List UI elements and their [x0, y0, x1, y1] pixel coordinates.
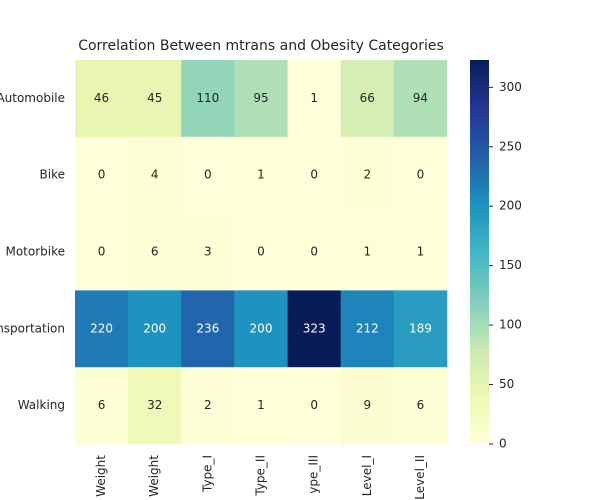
cell-label: 0 — [310, 168, 318, 182]
cell-label: 95 — [253, 91, 268, 105]
cell-label: 200 — [143, 321, 166, 335]
heatmap-cell — [393, 290, 448, 368]
heatmap-cell — [340, 136, 395, 214]
chart-title: Correlation Between mtrans and Obesity C… — [78, 38, 444, 54]
heatmap-cell — [287, 290, 342, 368]
cell-label: 1 — [363, 245, 371, 259]
heatmap-cell — [75, 60, 129, 138]
cell-label: 0 — [204, 168, 212, 182]
heatmap-cell — [340, 367, 395, 445]
heatmap-cell — [340, 213, 395, 291]
cell-label: 0 — [417, 168, 425, 182]
heatmap-cell — [181, 367, 235, 445]
cell-label: 4 — [151, 168, 159, 182]
heatmap-cell — [75, 136, 129, 214]
colorbar-tick-label: 100 — [499, 318, 522, 332]
cell-label: 45 — [147, 91, 162, 105]
cell-label: 0 — [257, 245, 265, 259]
cell-label: 200 — [250, 321, 273, 335]
y-tick-label: Bike — [40, 168, 65, 182]
heatmap-cell — [340, 60, 395, 138]
x-tick-label: Level_I — [360, 455, 374, 496]
cell-label: 0 — [310, 245, 318, 259]
cell-label: 1 — [310, 91, 318, 105]
cell-label: 1 — [257, 168, 265, 182]
cell-label: 9 — [363, 398, 371, 412]
heatmap-cell — [287, 136, 342, 214]
cell-label: 236 — [196, 321, 219, 335]
heatmap-cell — [287, 213, 342, 291]
cell-label: 3 — [204, 245, 212, 259]
heatmap-cell — [234, 290, 288, 368]
heatmap-cell — [181, 60, 235, 138]
heatmap-cell — [234, 136, 288, 214]
heatmap-cell — [393, 60, 448, 138]
cell-label: 189 — [409, 321, 432, 335]
heatmap-cell — [181, 290, 235, 368]
heatmap-cell — [181, 136, 235, 214]
y-tick-label: Automobile — [0, 91, 65, 105]
heatmap-cell — [287, 60, 342, 138]
x-tick-label: ype_III — [307, 455, 321, 494]
heatmap-cell — [128, 290, 182, 368]
heatmap-cell — [234, 367, 288, 445]
colorbar-tick-label: 150 — [499, 258, 522, 272]
colorbar — [470, 60, 489, 444]
heatmap-cell — [128, 213, 182, 291]
x-tick-label: Type_I — [200, 455, 214, 493]
cell-label: 0 — [98, 245, 106, 259]
cell-label: 46 — [94, 91, 109, 105]
x-tick-label: Type_II — [254, 455, 268, 497]
colorbar-tick-label: 50 — [499, 377, 514, 391]
colorbar-tick-label: 200 — [499, 199, 522, 213]
cell-label: 6 — [417, 398, 425, 412]
heatmap-cell — [340, 290, 395, 368]
cell-label: 6 — [98, 398, 106, 412]
cell-label: 32 — [147, 398, 162, 412]
heatmap-cell — [128, 60, 182, 138]
heatmap-cell — [393, 367, 448, 445]
cell-label: 212 — [356, 321, 379, 335]
colorbar-tick-label: 250 — [499, 139, 522, 153]
cell-label: 220 — [90, 321, 113, 335]
cell-label: 323 — [303, 321, 326, 335]
heatmap-cell — [181, 213, 235, 291]
heatmap-cell — [287, 367, 342, 445]
y-tick-label: nsportation — [0, 321, 65, 335]
cell-label: 66 — [360, 91, 375, 105]
cell-label: 6 — [151, 245, 159, 259]
y-tick-label: Walking — [18, 398, 65, 412]
cell-label: 110 — [196, 91, 219, 105]
heatmap-cell — [393, 213, 448, 291]
heatmap-cell — [128, 367, 182, 445]
heatmap-cell — [234, 60, 288, 138]
cell-label: 2 — [204, 398, 212, 412]
heatmap-cell — [75, 367, 129, 445]
x-tick-label: Weight — [147, 455, 161, 497]
cell-label: 1 — [257, 398, 265, 412]
heatmap-cell — [75, 290, 129, 368]
heatmap-cell — [128, 136, 182, 214]
cell-label: 1 — [417, 245, 425, 259]
colorbar-tick-label: 0 — [499, 437, 507, 451]
cell-label: 0 — [310, 398, 318, 412]
heatmap-cell — [393, 136, 448, 214]
colorbar-tick-label: 300 — [499, 80, 522, 94]
cell-label: 2 — [363, 168, 371, 182]
x-tick-label: Weight — [94, 455, 108, 497]
y-tick-label: Motorbike — [5, 245, 65, 259]
x-tick-label: Level_II — [413, 455, 427, 500]
heatmap-cell — [234, 213, 288, 291]
heatmap-cell — [75, 213, 129, 291]
cell-label: 0 — [98, 168, 106, 182]
cell-label: 94 — [413, 91, 428, 105]
